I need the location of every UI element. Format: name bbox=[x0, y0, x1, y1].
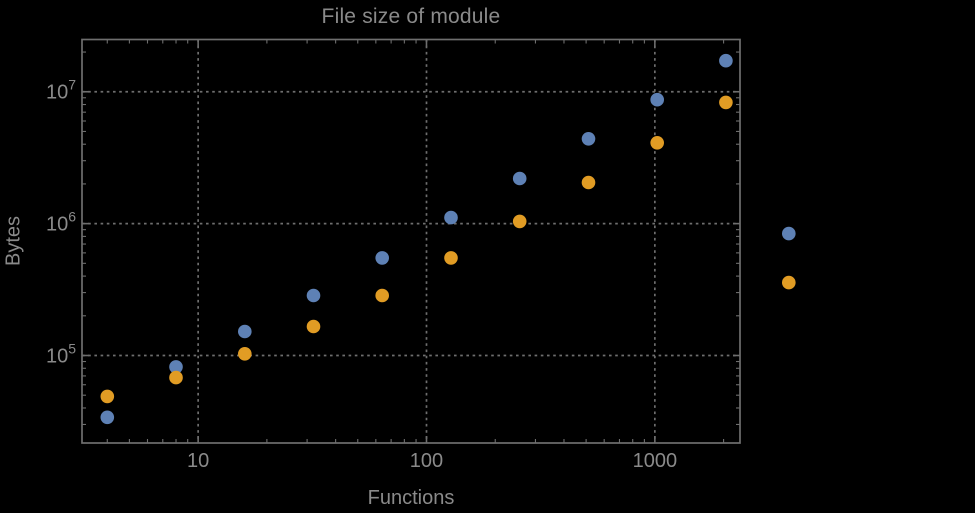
data-point-orange bbox=[444, 251, 458, 265]
data-point-blue bbox=[650, 92, 664, 107]
y-tick-label: 105 bbox=[46, 340, 76, 367]
y-tick-base: 10 bbox=[46, 345, 68, 367]
data-point-blue bbox=[782, 226, 796, 241]
chart-title: File size of module bbox=[321, 5, 501, 28]
y-axis-label: Bytes bbox=[2, 215, 25, 267]
data-point-blue bbox=[238, 324, 252, 339]
data-point-blue bbox=[581, 132, 596, 146]
data-point-blue bbox=[100, 410, 115, 425]
x-tick-label: 1000 bbox=[633, 450, 678, 472]
data-point-orange bbox=[650, 136, 664, 150]
data-point-orange bbox=[375, 288, 390, 303]
data-point-orange bbox=[719, 95, 733, 110]
data-point-orange bbox=[306, 319, 321, 334]
data-point-blue bbox=[169, 360, 183, 374]
data-point-blue bbox=[306, 288, 321, 303]
data-point-blue bbox=[512, 171, 527, 186]
data-point-blue bbox=[375, 251, 390, 265]
y-tick-label: 107 bbox=[46, 77, 76, 104]
data-point-orange bbox=[581, 175, 596, 190]
data-point-orange bbox=[512, 214, 527, 229]
x-tick-label: 100 bbox=[410, 450, 443, 472]
x-tick-label: 10 bbox=[187, 450, 209, 472]
y-tick-exponent: 6 bbox=[68, 209, 76, 225]
data-point-orange bbox=[169, 370, 183, 385]
y-tick-label: 106 bbox=[46, 209, 76, 236]
y-tick-base: 10 bbox=[46, 214, 68, 236]
data-point-blue bbox=[444, 210, 458, 225]
data-point-orange bbox=[782, 275, 796, 290]
data-point-orange bbox=[100, 389, 115, 404]
y-tick-base: 10 bbox=[46, 82, 68, 104]
data-point-blue bbox=[719, 53, 733, 68]
plot-frame bbox=[81, 38, 741, 444]
data-point-orange bbox=[238, 347, 252, 361]
x-axis-label: Functions bbox=[367, 487, 455, 509]
y-tick-exponent: 5 bbox=[68, 340, 76, 356]
y-tick-exponent: 7 bbox=[68, 77, 76, 93]
